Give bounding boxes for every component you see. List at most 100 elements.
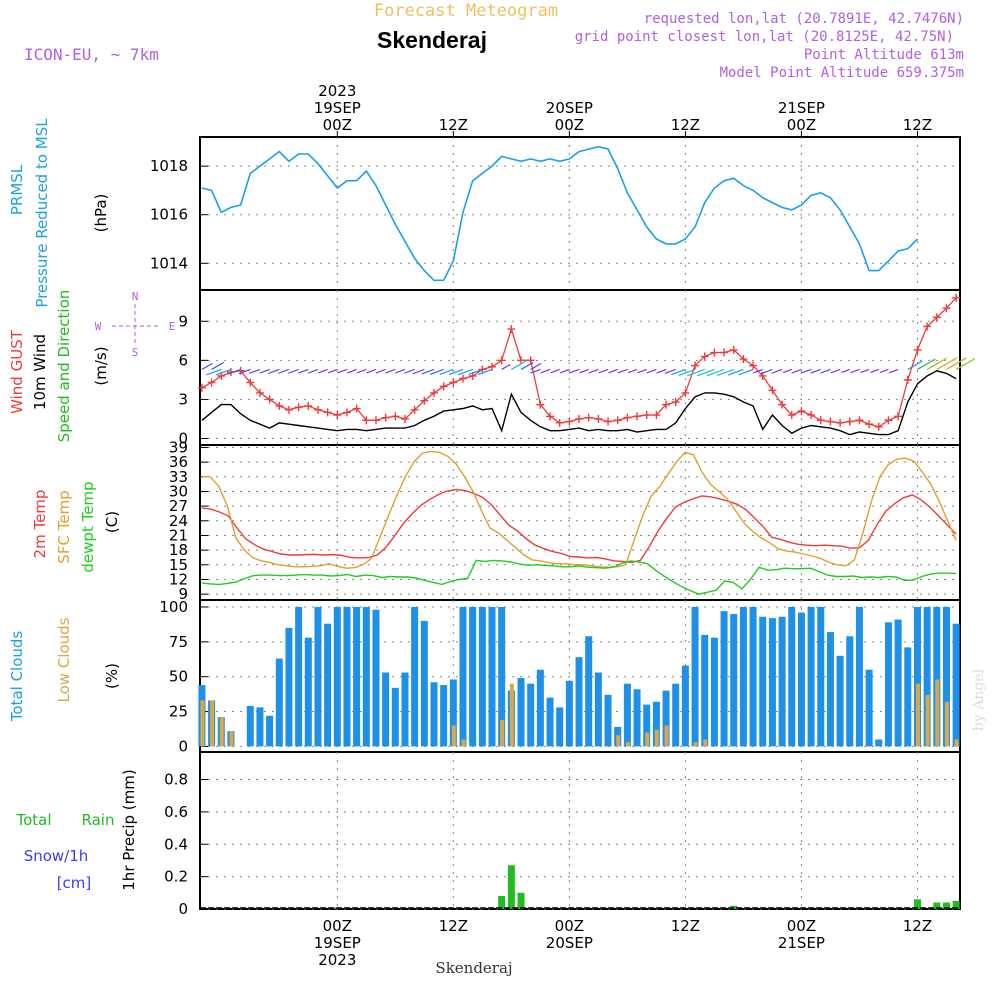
wind-direction-arrow: [215, 368, 232, 376]
wind-direction-arrow: [501, 364, 511, 370]
gust-point: [449, 378, 458, 387]
wind-direction-arrow: [327, 368, 338, 374]
gust-point: [787, 411, 796, 420]
gust-point: [371, 416, 380, 425]
gust-point: [923, 322, 932, 331]
wind-direction-arrow: [288, 368, 299, 374]
gust-point: [265, 395, 274, 404]
time-label-bottom: 12Z: [671, 917, 700, 935]
wind-direction-arrow: [598, 368, 609, 374]
gust-point: [913, 345, 922, 354]
wind-direction-arrow: [870, 368, 879, 374]
wind-direction-arrow: [696, 368, 715, 377]
gust-point: [749, 361, 758, 370]
low-cloud-bar: [219, 717, 224, 747]
total-cloud-bar: [797, 612, 805, 747]
low-cloud-bar: [461, 739, 466, 747]
gust-point: [845, 417, 854, 426]
total-cloud-bar: [662, 690, 670, 747]
gust-point: [575, 414, 584, 423]
total-cloud-bar: [875, 739, 883, 747]
total-cloud-bar: [923, 606, 931, 747]
wind-label: 10m Wind: [31, 334, 49, 410]
total-cloud-bar: [855, 606, 863, 747]
total-cloud-bar: [324, 623, 332, 747]
wind-direction-arrow: [421, 368, 435, 375]
clouds-panel: 0 25 50 75 100: [159, 598, 961, 755]
total-cloud-bar: [430, 682, 438, 747]
gust-point: [681, 388, 690, 397]
total-cloud-bar: [652, 701, 660, 747]
gust-point: [710, 348, 719, 357]
gust-point: [507, 325, 516, 334]
total-cloud-bar: [362, 606, 370, 747]
y-tick-label: 75: [169, 633, 188, 651]
wind-direction-arrow: [917, 358, 936, 370]
gust-point: [546, 412, 555, 421]
total-cloud-bar: [517, 678, 525, 747]
gust-point: [874, 422, 883, 431]
wind-direction-arrow: [375, 368, 386, 374]
wind-direction-arrow: [238, 368, 251, 375]
rain-bar: [933, 902, 941, 909]
total-cloud-bar: [382, 672, 390, 747]
y-tick-label: 6: [178, 351, 188, 369]
gust-point: [294, 403, 303, 412]
gust-point: [613, 416, 622, 425]
wind-direction-arrow: [879, 368, 889, 374]
gust-point: [604, 417, 613, 426]
compass-w: W: [95, 320, 102, 333]
compass-n: N: [132, 290, 139, 303]
wind-direction-arrow: [579, 368, 589, 374]
wind-direction-arrow: [227, 368, 241, 375]
y-tick-label: 36: [169, 453, 188, 471]
total-cloud-bar: [478, 606, 486, 747]
total-cloud-bar: [594, 672, 602, 747]
wind-direction-arrow: [687, 368, 705, 377]
clouds-unit: (%): [103, 663, 121, 689]
gust-point: [555, 418, 564, 427]
total-cloud-bar: [372, 609, 380, 747]
time-label-top: 12Z: [903, 116, 932, 134]
pressure-label-2: Pressure Reduced to MSL: [33, 118, 51, 308]
wind-direction-arrow: [530, 362, 542, 370]
gust-point: [623, 413, 632, 422]
rain-bar: [952, 900, 960, 909]
gust-point: [304, 401, 313, 410]
wind-direction-arrow: [850, 368, 860, 374]
wind-direction-arrow: [810, 368, 821, 374]
total-cloud-bar: [768, 618, 776, 747]
gust-point: [691, 361, 700, 370]
total-cloud-bar: [710, 637, 718, 747]
wind-direction-arrow: [356, 368, 367, 374]
low-cloud-bar: [509, 683, 514, 747]
low-cloud-bar: [703, 739, 708, 747]
wind-direction-arrow: [907, 360, 923, 370]
gridpoint-coords: grid point closest lon,lat (20.8125E, 42…: [575, 29, 954, 45]
wind-direction-arrow: [782, 368, 792, 374]
total-cloud-bar: [565, 680, 573, 747]
gust-point: [633, 412, 642, 421]
total-cloud-bar: [643, 704, 651, 747]
total-cloud-bar: [604, 694, 612, 747]
total-cloud-bar: [304, 637, 312, 747]
total-cloud-bar: [295, 606, 303, 747]
total-cloud-bar: [459, 606, 467, 747]
low-clouds-label: Low Clouds: [55, 617, 73, 702]
wind-direction-arrow: [477, 368, 493, 376]
snow-label: Snow/1h: [24, 847, 89, 865]
wind-direction-arrow: [346, 368, 357, 374]
wind-direction-arrow: [820, 368, 831, 374]
rain-label: Rain: [82, 811, 115, 829]
total-cloud-bar: [778, 616, 786, 747]
compass-e: E: [169, 320, 176, 333]
panel-frame: [199, 751, 961, 910]
gust-point: [671, 398, 680, 407]
wind-direction-arrow: [249, 368, 261, 374]
wind-direction-arrow: [259, 368, 270, 374]
pressure-panel: 1014 1016 1018: [150, 136, 961, 291]
y-tick-label: 0.2: [164, 868, 188, 886]
sfc-label: SFC Temp: [55, 490, 73, 563]
wind-direction-arrow: [211, 361, 225, 370]
y-tick-label: 30: [169, 482, 188, 500]
